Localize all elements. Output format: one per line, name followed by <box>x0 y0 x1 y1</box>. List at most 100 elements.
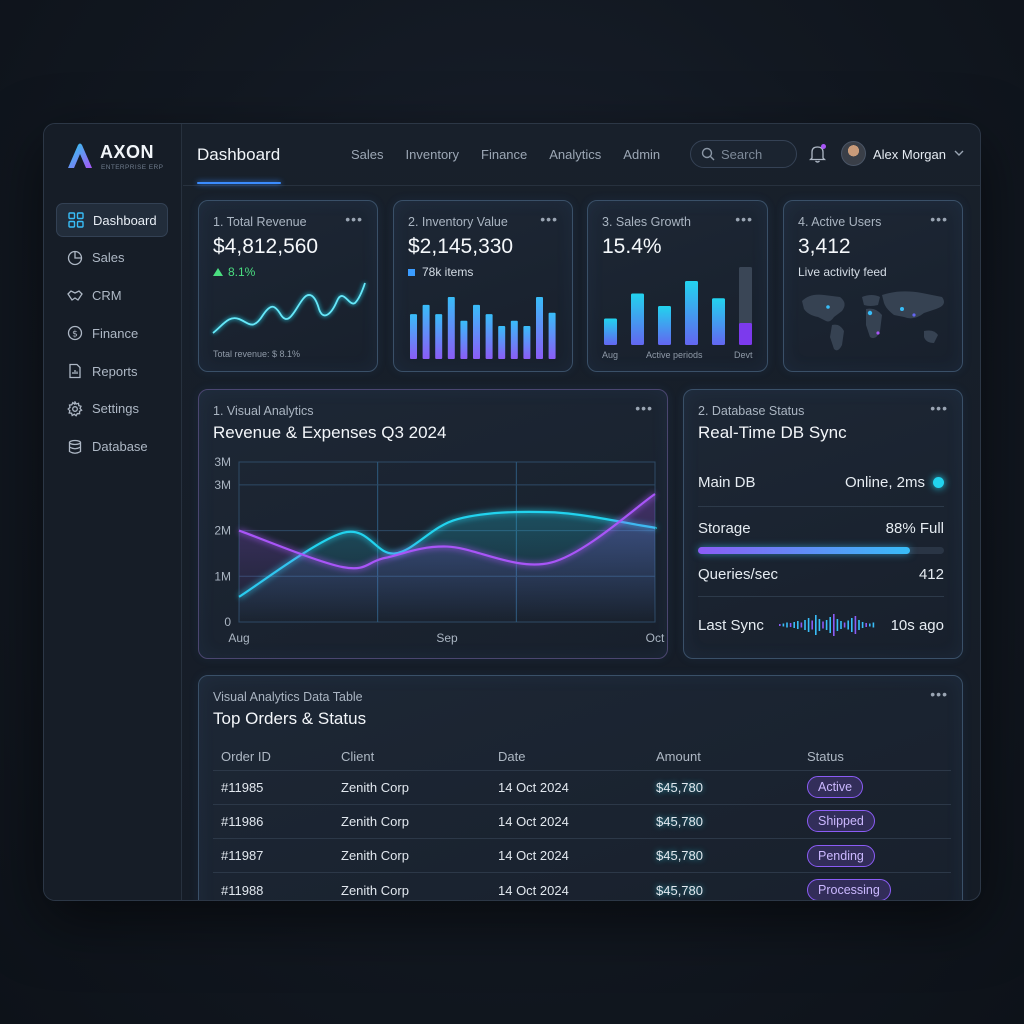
status-badge: Pending <box>807 844 875 867</box>
inventory-bar <box>485 314 493 359</box>
growth-bar <box>712 298 725 345</box>
wave-bar <box>858 620 861 630</box>
more-menu-icon[interactable]: ••• <box>930 400 948 416</box>
table-row[interactable]: #11985 Zenith Corp 14 Oct 2024 $45,780 A… <box>213 769 951 805</box>
wave-bar <box>840 621 843 629</box>
top-nav-sales[interactable]: Sales <box>351 147 384 162</box>
date: 14 Oct 2024 <box>490 769 648 805</box>
panel-label: Visual Analytics Data Table <box>213 690 363 704</box>
amount: $45,780 <box>648 769 799 805</box>
column-header[interactable]: Client <box>341 749 375 765</box>
sidebar-item-reports[interactable]: Reports <box>56 354 168 388</box>
more-menu-icon[interactable]: ••• <box>540 211 558 227</box>
wave-bar <box>847 620 850 630</box>
series-line <box>238 493 656 570</box>
brand-name: AXON <box>100 142 155 162</box>
sidebar-item-database[interactable]: Database <box>56 430 168 464</box>
sidebar-item-dashboard[interactable]: Dashboard <box>56 203 168 237</box>
wave-bar <box>854 616 857 634</box>
trend-up-icon <box>213 268 223 276</box>
sidebar-item-sales[interactable]: Sales <box>56 241 168 275</box>
notifications-button[interactable] <box>808 144 827 168</box>
inventory-bar <box>410 314 417 359</box>
top-header: Dashboard Sales Inventory Finance Analyt… <box>183 124 980 186</box>
sidebar-item-label: Reports <box>92 363 138 379</box>
db-row-queries: Queries/sec 412 <box>698 566 944 583</box>
x-tick-label: Aug <box>228 631 249 645</box>
column-header[interactable]: Amount <box>656 749 701 765</box>
client: Zenith Corp <box>333 872 490 900</box>
dollar-circle-icon: $ <box>67 326 83 341</box>
gear-icon <box>67 400 83 417</box>
top-nav-analytics[interactable]: Analytics <box>549 147 602 162</box>
table-header-row: Order ID Client Date Amount Status <box>213 744 951 770</box>
top-nav-inventory[interactable]: Inventory <box>405 147 460 162</box>
wave-bar <box>869 623 871 627</box>
y-tick-label: 2M <box>214 524 231 538</box>
order-id: #11985 <box>213 769 333 805</box>
database-status-panel: 2. Database Status ••• Real-Time DB Sync… <box>683 389 963 659</box>
notification-dot <box>821 144 826 149</box>
table-row[interactable]: #11987 Zenith Corp 14 Oct 2024 $45,780 P… <box>213 838 951 873</box>
inventory-bar <box>435 314 443 359</box>
kpi-label: 2. Inventory Value <box>408 215 508 229</box>
series-area <box>239 494 655 622</box>
avatar[interactable] <box>841 141 866 166</box>
wave-bar <box>862 622 864 628</box>
inventory-bar <box>447 296 455 359</box>
wave-bar <box>833 614 835 636</box>
divider <box>698 596 944 597</box>
status-badge: Active <box>807 776 864 799</box>
storage-progress-bar <box>698 547 944 554</box>
sidebar-item-finance[interactable]: $ Finance <box>56 316 168 350</box>
table-row[interactable]: #11986 Zenith Corp 14 Oct 2024 $45,780 S… <box>213 803 951 839</box>
top-nav: Sales Inventory Finance Analytics Admin <box>351 147 682 162</box>
sync-waveform-icon <box>779 614 875 636</box>
column-header[interactable]: Date <box>498 749 526 765</box>
db-row-sync: Last Sync 10s ago <box>698 612 944 638</box>
order-id: #11986 <box>213 803 333 839</box>
wave-bar <box>793 622 796 628</box>
chevron-down-icon[interactable] <box>954 149 964 157</box>
sidebar-item-label: Sales <box>92 250 125 266</box>
top-nav-admin[interactable]: Admin <box>623 147 661 162</box>
database-icon <box>68 439 82 454</box>
kpi-card-sales-growth[interactable]: 3. Sales Growth ••• 15.4% Aug Active per… <box>587 200 768 372</box>
wave-bar <box>851 618 853 632</box>
wave-bar <box>779 624 781 626</box>
chart-circle-icon <box>67 250 83 265</box>
wave-bar <box>836 619 839 631</box>
inventory-bar <box>460 320 468 359</box>
more-menu-icon[interactable]: ••• <box>930 211 948 227</box>
column-header[interactable]: Order ID <box>221 749 271 765</box>
sidebar-item-crm[interactable]: CRM <box>56 279 168 313</box>
top-nav-finance[interactable]: Finance <box>481 147 528 162</box>
kpi-card-total-revenue[interactable]: 1. Total Revenue ••• $4,812,560 8.1% Tot… <box>198 200 378 372</box>
search-icon <box>701 147 715 161</box>
divider <box>698 506 944 507</box>
growth-bar <box>631 293 644 345</box>
user-name[interactable]: Alex Morgan <box>873 147 946 162</box>
x-label-aug: Aug <box>602 350 619 360</box>
sidebar-item-settings[interactable]: Settings <box>56 392 168 426</box>
panel-label: 1. Visual Analytics <box>213 404 314 418</box>
table-row[interactable]: #11988 Zenith Corp 14 Oct 2024 $45,780 P… <box>213 872 951 900</box>
wave-bar <box>811 620 814 630</box>
kpi-card-active-users[interactable]: 4. Active Users ••• 3,412 Live activity … <box>783 200 963 372</box>
client: Zenith Corp <box>333 838 490 873</box>
db-row-label: Queries/sec <box>698 566 779 583</box>
sidebar-item-label: Database <box>92 439 148 455</box>
kpi-change: 8.1% <box>213 265 255 279</box>
search-input[interactable]: Search <box>690 140 797 168</box>
y-tick-label: 0 <box>224 615 231 629</box>
kpi-value: $4,812,560 <box>213 235 319 258</box>
more-menu-icon[interactable]: ••• <box>345 211 363 227</box>
more-menu-icon[interactable]: ••• <box>930 686 948 702</box>
sidebar: AXON ENTERPRISE ERP Dashboard Sales CRM … <box>44 124 182 900</box>
column-header[interactable]: Status <box>807 749 844 765</box>
more-menu-icon[interactable]: ••• <box>635 400 653 416</box>
brand-logo[interactable]: AXON ENTERPRISE ERP <box>64 140 174 176</box>
kpi-value: 15.4% <box>602 235 662 258</box>
kpi-card-inventory-value[interactable]: 2. Inventory Value ••• $2,145,330 78k it… <box>393 200 573 372</box>
more-menu-icon[interactable]: ••• <box>735 211 753 227</box>
